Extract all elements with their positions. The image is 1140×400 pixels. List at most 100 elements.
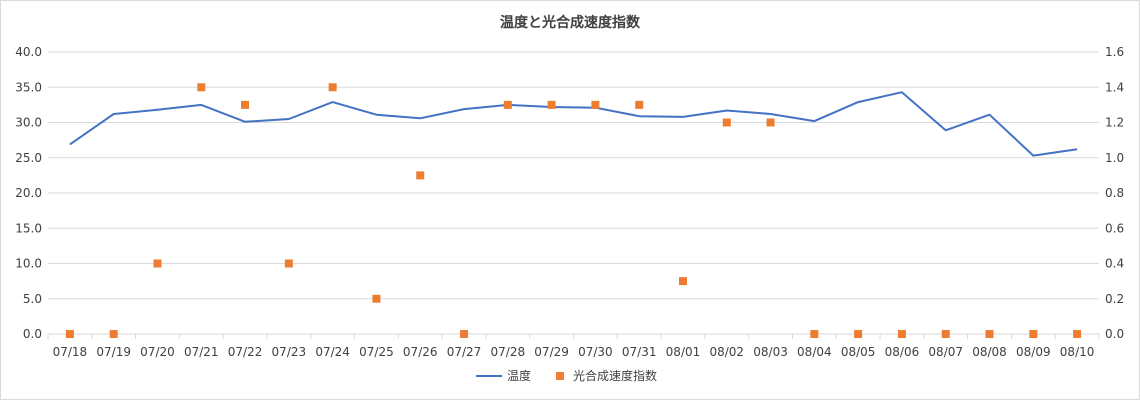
plot-series (65, 83, 1082, 338)
y-right-tick-label: 0.8 (1105, 186, 1124, 200)
scatter-point (153, 259, 162, 268)
x-tick-label: 07/23 (272, 345, 307, 359)
series-line-0 (69, 91, 1078, 157)
y-right-tick-label: 0.0 (1105, 327, 1124, 341)
x-tick-label: 08/03 (753, 345, 788, 359)
x-tick-label: 07/18 (53, 345, 88, 359)
line-point (463, 108, 465, 110)
y-right-tick-label: 0.6 (1105, 221, 1124, 235)
scatter-point (503, 100, 512, 109)
y-right-tick-label: 0.2 (1105, 292, 1124, 306)
line-point (1032, 154, 1034, 156)
legend-label: 温度 (507, 368, 531, 383)
y-right-tick-label: 0.4 (1105, 257, 1124, 271)
x-tick-label: 08/07 (928, 345, 963, 359)
scatter-point (1073, 330, 1082, 338)
chart-title: 温度と光合成速度指数 (500, 15, 640, 31)
y-right-tick-label: 1.6 (1105, 45, 1124, 59)
x-tick-label: 07/24 (315, 345, 350, 359)
y-axis-right: 0.0 0.2 0.4 0.6 0.8 1.0 1.2 1.4 1.6 (1105, 45, 1124, 341)
line-point (375, 114, 377, 116)
y-left-tick-label: 5.0 (23, 292, 42, 306)
y-left-tick-label: 35.0 (15, 80, 42, 94)
line-point (69, 143, 71, 145)
line-point (857, 101, 859, 103)
line-point (1076, 148, 1078, 150)
x-tick-label: 07/27 (447, 345, 482, 359)
line-point (156, 109, 158, 111)
x-tick-label: 08/09 (1016, 345, 1051, 359)
scatter-point (678, 277, 687, 286)
y-left-tick-label: 25.0 (15, 151, 42, 165)
line-point (112, 113, 114, 115)
x-tick-label: 07/21 (184, 345, 219, 359)
line-point (419, 117, 421, 119)
y-left-tick-label: 0.0 (23, 327, 42, 341)
x-tick-label: 08/05 (841, 345, 876, 359)
line-point (726, 109, 728, 111)
line-point (200, 104, 202, 106)
x-tick-label: 08/06 (885, 345, 920, 359)
line-point (288, 118, 290, 120)
scatter-point (591, 100, 600, 109)
scatter-point (897, 330, 906, 338)
scatter-point (635, 100, 644, 109)
scatter-point (241, 100, 250, 109)
scatter-point (65, 330, 74, 338)
scatter-point (284, 259, 293, 268)
scatter-point (722, 118, 731, 127)
x-tick-label: 07/30 (578, 345, 613, 359)
line-point (244, 121, 246, 123)
line-point (813, 120, 815, 122)
scatter-point (854, 330, 863, 338)
x-tick-label: 07/31 (622, 345, 657, 359)
scatter-point (416, 171, 425, 180)
x-tick-label: 07/29 (534, 345, 569, 359)
scatter-point (766, 118, 775, 127)
line-point (769, 113, 771, 115)
scatter-point (460, 330, 469, 338)
legend-marker-symbol (556, 372, 564, 380)
scatter-point (941, 330, 950, 338)
x-tick-label: 07/20 (140, 345, 175, 359)
gridlines (48, 51, 1099, 335)
y-left-tick-label: 30.0 (15, 116, 42, 130)
scatter-point (372, 294, 381, 303)
y-right-tick-label: 1.0 (1105, 151, 1124, 165)
x-tick-label: 08/01 (666, 345, 701, 359)
scatter-point (810, 330, 819, 338)
legend[interactable]: 温度 光合成速度指数 (476, 368, 657, 383)
scatter-point (985, 330, 994, 338)
x-tick-label: 07/19 (96, 345, 131, 359)
x-tick-label: 08/10 (1060, 345, 1095, 359)
scatter-point (197, 83, 206, 92)
scatter-point (1029, 330, 1038, 338)
y-right-tick-label: 1.2 (1105, 116, 1124, 130)
x-tick-label: 08/04 (797, 345, 832, 359)
line-point (682, 116, 684, 118)
line-point (638, 115, 640, 117)
y-axis-left: 0.0 5.0 10.0 15.0 20.0 25.0 30.0 35.0 40.0 (15, 45, 42, 341)
y-right-tick-label: 1.4 (1105, 80, 1124, 94)
x-tick-label: 07/25 (359, 345, 394, 359)
x-tick-label: 07/28 (491, 345, 526, 359)
x-tick-label: 07/22 (228, 345, 263, 359)
line-point (901, 91, 903, 93)
line-point (331, 101, 333, 103)
x-tick-label: 08/02 (709, 345, 744, 359)
x-tick-label: 08/08 (972, 345, 1007, 359)
scatter-point (328, 83, 337, 92)
y-left-tick-label: 20.0 (15, 186, 42, 200)
x-axis: 07/18 07/19 07/20 07/21 07/22 07/23 07/24 07/25… (47, 334, 1100, 359)
y-left-tick-label: 40.0 (15, 45, 42, 59)
scatter-point (109, 330, 118, 338)
scatter-point (547, 100, 556, 109)
y-left-tick-label: 15.0 (15, 221, 42, 235)
legend-label: 光合成速度指数 (573, 368, 657, 383)
line-point (988, 114, 990, 116)
line-point (945, 129, 947, 131)
y-left-tick-label: 10.0 (15, 257, 42, 271)
x-tick-label: 07/26 (403, 345, 438, 359)
